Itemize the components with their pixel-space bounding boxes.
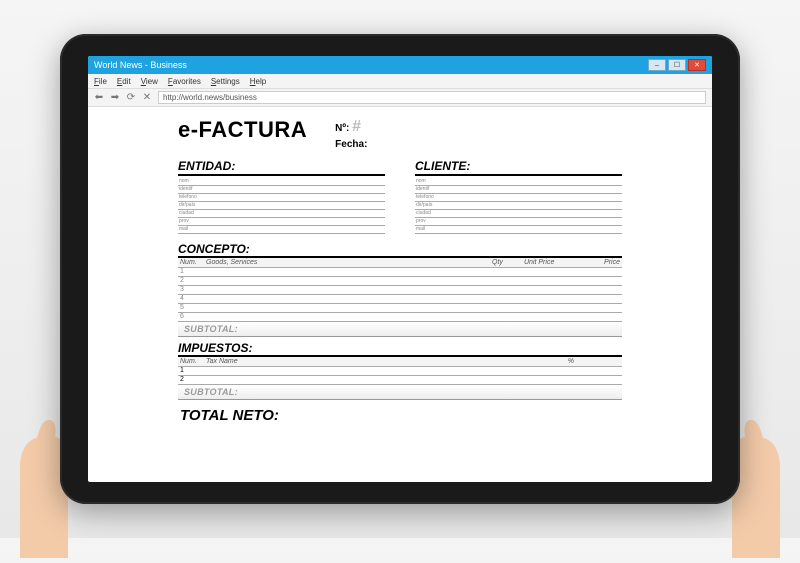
back-button[interactable]: ⬅ <box>94 93 104 103</box>
menu-settings[interactable]: Settings <box>211 77 240 86</box>
cliente-row: nom <box>415 178 622 186</box>
menu-bar: File Edit View Favorites Settings Help <box>88 74 712 89</box>
stop-button[interactable]: ✕ <box>142 93 152 103</box>
col-unit: Unit Price <box>524 259 574 266</box>
impuestos-heading: IMPUESTOS: <box>178 341 622 357</box>
num-label: Nº: <box>335 123 349 134</box>
entidad-row: nom <box>178 178 385 186</box>
impuestos-row: 2 <box>178 376 622 385</box>
menu-favorites[interactable]: Favorites <box>168 77 201 86</box>
col-goods: Goods, Services <box>206 259 488 266</box>
col-num: Num. <box>180 259 202 266</box>
cliente-lines: nom identif telefono dir/país ciudad pro… <box>415 178 622 234</box>
cliente-row: telefono <box>415 194 622 202</box>
impuestos-subtotal: SUBTOTAL: <box>178 385 622 400</box>
window-controls: – ☐ ✕ <box>648 59 706 71</box>
concepto-row: 6 <box>178 313 622 322</box>
entidad-lines: nom identif telefono dir/país ciudad pro… <box>178 178 385 234</box>
toolbar: ⬅ ➡ ⟳ ✕ http://world.news/business <box>88 89 712 107</box>
impuestos-section: IMPUESTOS: Num. Tax Name % 1 2 SUBTOTAL: <box>178 341 622 400</box>
close-button[interactable]: ✕ <box>688 59 706 71</box>
menu-file[interactable]: File <box>94 77 107 86</box>
menu-edit[interactable]: Edit <box>117 77 131 86</box>
entidad-row: dir/país <box>178 202 385 210</box>
reload-button[interactable]: ⟳ <box>126 93 136 103</box>
entidad-section: ENTIDAD: nom identif telefono dir/país c… <box>178 159 385 234</box>
entidad-row: identif <box>178 186 385 194</box>
doc-header: e-FACTURA Nº: # Fecha: <box>178 117 622 151</box>
col-pct: % <box>534 358 574 365</box>
concepto-table-head: Num. Goods, Services Qty Unit Price Pric… <box>178 258 622 268</box>
concepto-row: 2 <box>178 277 622 286</box>
window-title: World News - Business <box>94 60 187 70</box>
menu-view[interactable]: View <box>141 77 158 86</box>
maximize-button[interactable]: ☐ <box>668 59 686 71</box>
concepto-heading: CONCEPTO: <box>178 242 622 258</box>
concepto-row: 3 <box>178 286 622 295</box>
entidad-row: prov <box>178 218 385 226</box>
window-titlebar: World News - Business – ☐ ✕ <box>88 56 712 74</box>
num-placeholder: # <box>352 118 361 135</box>
cliente-row: mail <box>415 226 622 234</box>
col-qty: Qty <box>492 259 520 266</box>
col-num: Num. <box>180 358 202 365</box>
concepto-row: 1 <box>178 268 622 277</box>
entidad-row: telefono <box>178 194 385 202</box>
screen: World News - Business – ☐ ✕ File Edit Vi… <box>88 56 712 482</box>
date-label: Fecha: <box>335 138 367 151</box>
cliente-row: identif <box>415 186 622 194</box>
concepto-subtotal: SUBTOTAL: <box>178 322 622 337</box>
doc-title: e-FACTURA <box>178 117 307 143</box>
cliente-row: dir/país <box>415 202 622 210</box>
url-text: http://world.news/business <box>163 93 257 102</box>
doc-meta: Nº: # Fecha: <box>335 117 367 151</box>
concepto-row: 4 <box>178 295 622 304</box>
col-price: Price <box>578 259 620 266</box>
url-bar[interactable]: http://world.news/business <box>158 91 706 104</box>
entidad-row: ciudad <box>178 210 385 218</box>
tablet-frame: World News - Business – ☐ ✕ File Edit Vi… <box>60 34 740 504</box>
concepto-row: 5 <box>178 304 622 313</box>
entidad-heading: ENTIDAD: <box>178 159 385 176</box>
impuestos-table-head: Num. Tax Name % <box>178 357 622 367</box>
impuestos-row: 1 <box>178 367 622 376</box>
cliente-section: CLIENTE: nom identif telefono dir/país c… <box>415 159 622 234</box>
cliente-heading: CLIENTE: <box>415 159 622 176</box>
concepto-section: CONCEPTO: Num. Goods, Services Qty Unit … <box>178 242 622 337</box>
forward-button[interactable]: ➡ <box>110 93 120 103</box>
entity-client-row: ENTIDAD: nom identif telefono dir/país c… <box>178 159 622 234</box>
menu-help[interactable]: Help <box>250 77 266 86</box>
entidad-row: mail <box>178 226 385 234</box>
col-taxname: Tax Name <box>206 358 530 365</box>
total-neto: TOTAL NETO: <box>178 404 622 424</box>
cliente-row: ciudad <box>415 210 622 218</box>
cliente-row: prov <box>415 218 622 226</box>
document-area: e-FACTURA Nº: # Fecha: ENTIDAD: nom iden… <box>88 107 712 482</box>
minimize-button[interactable]: – <box>648 59 666 71</box>
